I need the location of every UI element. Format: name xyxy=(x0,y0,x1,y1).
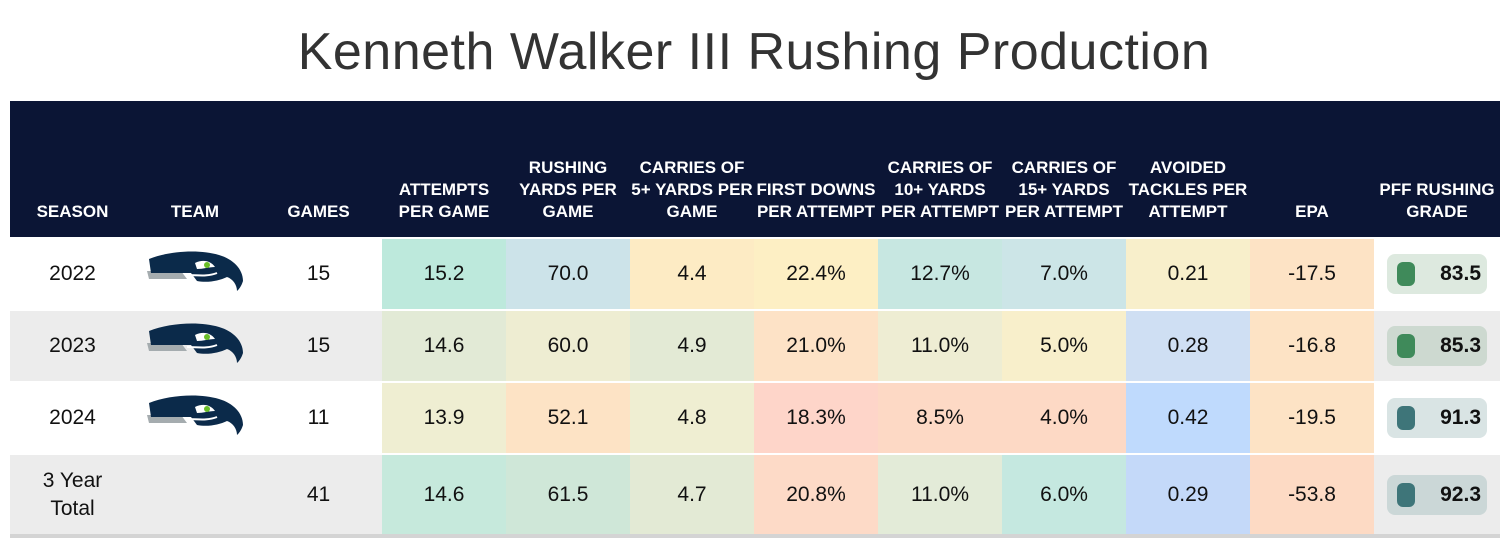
games-cell: 41 xyxy=(306,482,331,506)
grade-cell: 85.3 xyxy=(1374,311,1500,381)
games-cell: 11 xyxy=(307,406,330,429)
grade-cell: 83.5 xyxy=(1374,239,1500,309)
season-cell: 3 Year Total xyxy=(42,468,103,520)
stat-cell: 15.2 xyxy=(382,239,506,309)
stat-cell: 5.0% xyxy=(1002,311,1126,381)
seahawks-logo-icon xyxy=(145,393,245,443)
column-header: FIRST DOWNS PER ATTEMPT xyxy=(756,180,876,221)
grade-badge: 85.3 xyxy=(1387,326,1487,366)
seahawks-logo-icon xyxy=(145,249,245,299)
column-header: ATTEMPTS PER GAME xyxy=(398,180,490,221)
stat-cell: 13.9 xyxy=(382,383,506,453)
stat-cell: 14.6 xyxy=(382,311,506,381)
grade-value: 91.3 xyxy=(1440,406,1481,429)
stat-cell: 4.0% xyxy=(1002,383,1126,453)
stat-cell: 7.0% xyxy=(1002,239,1126,309)
table-row: 2024 11 13.9 52.1 4.8 18.3% 8.5% 4.0% 0.42 -19.5 9… xyxy=(10,383,1500,453)
column-header: CARRIES OF 10+ YARDS PER ATTEMPT xyxy=(880,158,1000,221)
stat-cell: -53.8 xyxy=(1250,455,1374,534)
seahawks-logo-icon xyxy=(145,321,245,371)
stat-cell: 0.29 xyxy=(1126,455,1250,534)
stat-cell: 4.9 xyxy=(630,311,754,381)
stat-cell: -16.8 xyxy=(1250,311,1374,381)
stat-cell: 61.5 xyxy=(506,455,630,534)
stat-cell: 6.0% xyxy=(1002,455,1126,534)
stat-cell: 0.28 xyxy=(1126,311,1250,381)
column-header: SEASON xyxy=(36,202,109,221)
table-row: 2022 15 15.2 70.0 4.4 22.4% 12.7% 7.0% 0.21 -17.5… xyxy=(10,239,1500,309)
team-cell xyxy=(135,311,255,381)
stat-cell: 4.7 xyxy=(630,455,754,534)
season-cell: 2022 xyxy=(49,262,96,285)
games-cell: 15 xyxy=(306,262,331,285)
stat-cell: 52.1 xyxy=(506,383,630,453)
team-cell xyxy=(135,383,255,453)
page-title: Kenneth Walker III Rushing Production xyxy=(297,23,1211,81)
grade-color-swatch xyxy=(1397,334,1415,358)
stat-cell: 14.6 xyxy=(382,455,506,534)
column-header: CARRIES OF 5+ YARDS PER GAME xyxy=(631,158,753,221)
stat-cell: 20.8% xyxy=(754,455,878,534)
stat-cell: 8.5% xyxy=(878,383,1002,453)
stat-cell: 22.4% xyxy=(754,239,878,309)
stat-cell: -17.5 xyxy=(1250,239,1374,309)
table-row: 3 Year Total 41 14.6 61.5 4.7 20.8% 11.0% 6.0% 0… xyxy=(10,455,1500,538)
stats-table: SEASON TEAM GAMES ATTEMPTS PER GAME RUSHING … xyxy=(10,101,1500,538)
stat-cell: 12.7% xyxy=(878,239,1002,309)
table-header: SEASON TEAM GAMES ATTEMPTS PER GAME RUSHING … xyxy=(10,101,1500,237)
team-cell xyxy=(135,455,255,534)
column-header: RUSHING YARDS PER GAME xyxy=(519,158,617,221)
stat-cell: 0.21 xyxy=(1126,239,1250,309)
team-cell xyxy=(135,239,255,309)
grade-value: 92.3 xyxy=(1440,482,1481,506)
grade-value: 83.5 xyxy=(1440,262,1481,285)
column-header: AVOIDED TACKLES PER ATTEMPT xyxy=(1128,158,1248,221)
stat-cell: 11.0% xyxy=(878,455,1002,534)
column-header: EPA xyxy=(1295,202,1329,221)
table-body: 2022 15 15.2 70.0 4.4 22.4% 12.7% 7.0% 0.21 -17.5… xyxy=(10,239,1500,538)
column-header: GAMES xyxy=(287,202,350,221)
grade-badge: 91.3 xyxy=(1387,398,1487,438)
stat-cell: 18.3% xyxy=(754,383,878,453)
stat-cell: -19.5 xyxy=(1250,383,1374,453)
season-cell: 2023 xyxy=(49,334,96,357)
stat-cell: 11.0% xyxy=(878,311,1002,381)
grade-color-swatch xyxy=(1397,262,1415,286)
grade-color-swatch xyxy=(1397,406,1415,430)
grade-badge: 83.5 xyxy=(1387,254,1487,294)
stat-cell: 4.4 xyxy=(630,239,754,309)
grade-value: 85.3 xyxy=(1440,334,1481,357)
column-header: CARRIES OF 15+ YARDS PER ATTEMPT xyxy=(1004,158,1124,221)
grade-color-swatch xyxy=(1397,482,1415,507)
games-cell: 15 xyxy=(306,334,331,357)
column-header: PFF RUSHING GRADE xyxy=(1379,180,1495,221)
grade-cell: 91.3 xyxy=(1374,383,1500,453)
table-row: 2023 15 14.6 60.0 4.9 21.0% 11.0% 5.0% 0.28 -16.8… xyxy=(10,311,1500,381)
stat-cell: 0.42 xyxy=(1126,383,1250,453)
stat-cell: 70.0 xyxy=(506,239,630,309)
stat-cell: 60.0 xyxy=(506,311,630,381)
column-header: TEAM xyxy=(170,202,220,221)
grade-badge: 92.3 xyxy=(1387,474,1487,515)
season-cell: 2024 xyxy=(49,406,96,429)
stat-cell: 4.8 xyxy=(630,383,754,453)
grade-cell: 92.3 xyxy=(1374,455,1500,534)
stat-cell: 21.0% xyxy=(754,311,878,381)
